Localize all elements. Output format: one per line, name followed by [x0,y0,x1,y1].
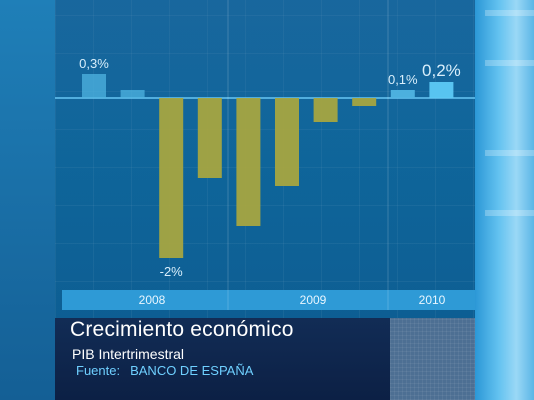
data-label-9: 0,2% [422,61,461,80]
bar-2 [159,98,184,258]
gdp-bar-chart: 0,3% -2% 0,1% 0,2% 2008 2009 2010 [55,0,475,310]
chart-source: Fuente: BANCO DE ESPAÑA [76,363,253,378]
bar-4 [236,98,261,226]
bar-7 [352,98,377,106]
bar-5 [275,98,299,186]
right-decorative-band [475,0,534,400]
source-label: Fuente: [76,363,121,378]
bar-9 [429,82,454,98]
bar-6 [313,98,338,122]
data-label-2: -2% [160,264,184,279]
chart-background [55,0,475,320]
data-label-0: 0,3% [79,56,109,71]
source-value: BANCO DE ESPAÑA [130,363,254,378]
year-label-2009: 2009 [300,293,327,307]
bar-0 [82,74,106,98]
bar-3 [197,98,222,178]
year-label-2008: 2008 [139,293,166,307]
bar-8 [390,90,415,98]
year-axis-strip [62,290,475,310]
caption-side-panel [390,318,475,400]
bar-1 [120,90,145,98]
year-label-2010: 2010 [419,293,446,307]
chart-title: Crecimiento económico [70,318,294,341]
left-background-band [0,0,55,400]
chart-subtitle: PIB Intertrimestral [72,346,185,362]
data-label-8: 0,1% [388,72,418,87]
